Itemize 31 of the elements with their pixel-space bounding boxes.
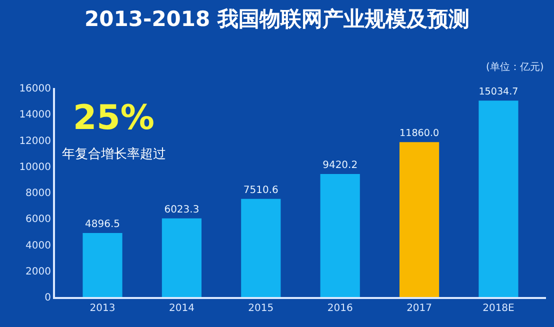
x-tick-label: 2016: [327, 303, 353, 314]
y-tick-label: 2000: [26, 266, 51, 278]
x-tick-label: 2015: [248, 303, 274, 314]
bar: [241, 198, 281, 297]
y-tick-label: 0: [44, 292, 51, 304]
bar: [478, 100, 518, 297]
y-tick-label: 10000: [19, 162, 51, 173]
y-tick-label: 6000: [26, 214, 51, 226]
x-tick-label: 2014: [168, 303, 194, 314]
y-tick-label: 8000: [26, 188, 51, 199]
data-label: 11860.0: [400, 128, 440, 140]
data-label: 15034.7: [478, 86, 518, 98]
annotation: 25%: [73, 98, 154, 138]
data-label: 6023.3: [164, 204, 200, 216]
y-tick-label: 12000: [19, 136, 51, 147]
bar: [320, 174, 360, 297]
y-tick-label: 4000: [26, 240, 51, 252]
x-tick-label: 2018E: [482, 303, 514, 314]
y-tick-label: 16000: [19, 84, 51, 94]
x-tick-label: 2017: [406, 303, 432, 314]
data-label: 9420.2: [322, 160, 358, 171]
bar: [399, 142, 440, 297]
text: (单位：亿元): [486, 61, 544, 73]
x-tick-label: 2013: [90, 303, 116, 314]
chart-title: 2013-2018 我国物联网产业规模及预测: [84, 7, 470, 32]
y-tick-label: 14000: [19, 110, 51, 121]
annotation: 年复合增长率超过: [62, 146, 166, 162]
data-label: 4896.5: [85, 219, 120, 230]
bar: [162, 218, 202, 297]
data-label: 7510.6: [243, 184, 278, 196]
bar: [82, 233, 122, 297]
